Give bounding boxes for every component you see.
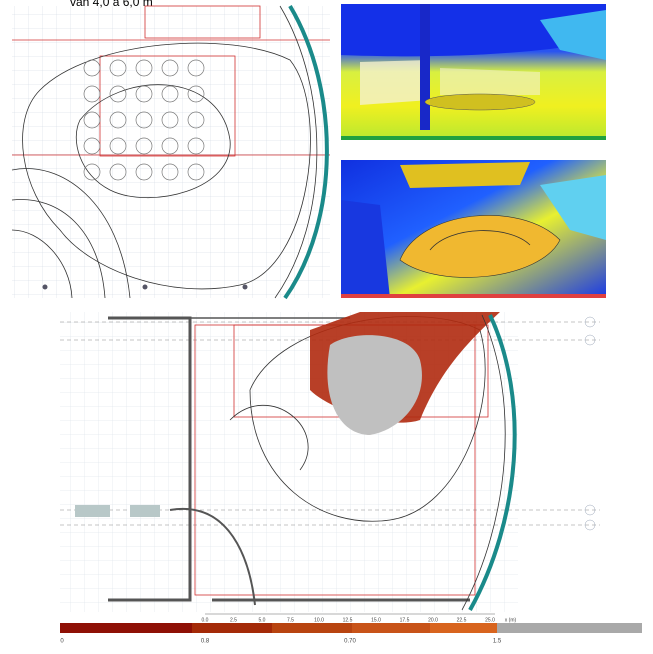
scale-label: 7.5 xyxy=(287,617,294,623)
legend-label: 0.70 xyxy=(344,639,356,645)
scale-label: 22.5 xyxy=(457,617,467,623)
render-top xyxy=(341,4,606,140)
plan-top xyxy=(11,4,330,300)
scale-bar: 0.0 2.5 5.0 7.5 10.0 12.5 15.0 17.5 20.0 22.5 25.0… xyxy=(202,617,517,623)
scale-label: 25.0 xyxy=(485,617,495,623)
scale-label: 15.0 xyxy=(371,617,381,623)
scale-label: 0.0 xyxy=(202,617,209,623)
plan-main xyxy=(60,312,600,615)
caption: van 4,0 a 6,0 m xyxy=(70,0,153,9)
legend-label: 1.5 xyxy=(493,639,502,645)
scale-label: 2.5 xyxy=(230,617,237,623)
legend xyxy=(60,623,642,633)
scale-label: 5.0 xyxy=(259,617,266,623)
legend-labels: 0 0.8 0.70 1.5 xyxy=(60,639,502,645)
scale-label: 20.0 xyxy=(428,617,438,623)
legend-label: 0 xyxy=(60,639,64,645)
scale-label: 10.0 xyxy=(314,617,324,623)
scale-unit: x (m) xyxy=(505,617,517,623)
render-bottom xyxy=(341,160,606,298)
legend-label: 0.8 xyxy=(201,639,210,645)
scale-label: 12.5 xyxy=(343,617,353,623)
scale-label: 17.5 xyxy=(400,617,410,623)
